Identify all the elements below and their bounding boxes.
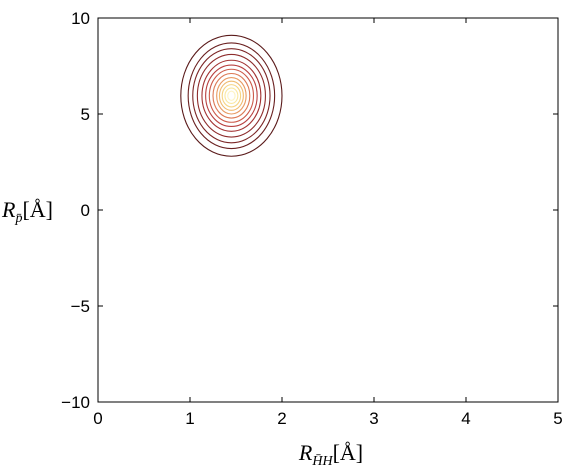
y-tick-label: 5 (81, 105, 90, 124)
y-tick-label: 10 (71, 9, 90, 28)
contour-level-6 (205, 64, 258, 128)
x-tick-label: 2 (277, 409, 286, 428)
contour-lines (180, 34, 283, 157)
y-axis-unit: [Å] (22, 197, 53, 222)
x-axis-symbol: R (298, 440, 313, 465)
contour-level-2 (187, 42, 276, 150)
x-tick-label: 0 (93, 409, 102, 428)
y-tick-label: 0 (81, 201, 90, 220)
contour-level-1 (180, 34, 283, 157)
x-axis-unit: [Å] (333, 440, 364, 465)
y-axis-title: Rp̄[Å] (1, 197, 53, 226)
plot-frame (97, 17, 559, 403)
x-tick-label: 3 (369, 409, 378, 428)
contour-level-7 (208, 68, 255, 123)
contour-level-8 (212, 72, 251, 119)
x-tick-label: 5 (553, 409, 562, 428)
x-tick-label: 1 (185, 409, 194, 428)
contour-level-11 (221, 84, 242, 108)
x-tick-label: 4 (461, 409, 470, 428)
contour-level-10 (218, 80, 244, 111)
x-axis-title: RH̄H[Å] (298, 440, 363, 468)
x-axis-subscript: H̄H (311, 454, 333, 468)
y-tick-label: −5 (71, 297, 90, 316)
contour-level-13 (227, 90, 236, 101)
contour-level-12 (224, 87, 239, 104)
contour-level-4 (196, 53, 266, 138)
y-axis-subscript: p̄ (14, 211, 22, 226)
contour-level-3 (192, 48, 271, 144)
y-tick-label: −10 (61, 393, 90, 412)
y-axis-symbol: R (1, 197, 16, 222)
contour-level-5 (201, 59, 262, 132)
axis-ticks: 0 1 2 3 4 5 −10 −5 0 5 10 (61, 9, 563, 428)
contour-level-9 (216, 76, 247, 115)
